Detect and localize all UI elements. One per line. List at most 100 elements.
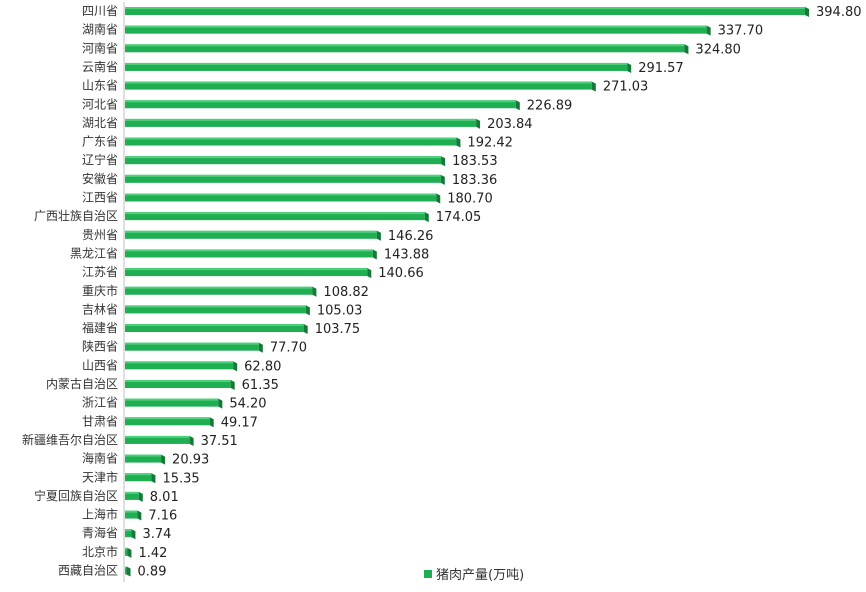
bar-end-face [441, 156, 446, 167]
bar-top-face [125, 44, 685, 47]
value-label: 1.42 [138, 546, 167, 561]
bar-top-face [125, 156, 442, 159]
bar [125, 361, 234, 370]
legend-swatch [424, 569, 432, 578]
bar [125, 435, 190, 444]
value-label: 183.36 [452, 173, 498, 188]
category-label: 宁夏回族自治区 [34, 488, 118, 503]
bar-top-face [125, 435, 190, 438]
bar [125, 156, 442, 165]
category-label: 黑龙江省 [70, 246, 118, 260]
value-label: 3.74 [142, 527, 171, 542]
value-label: 7.16 [148, 509, 177, 524]
category-label: 吉林省 [82, 302, 118, 316]
bar-end-face [440, 174, 445, 185]
bar-end-face [591, 81, 596, 92]
value-label: 174.05 [436, 210, 482, 225]
bar-end-face [367, 268, 372, 279]
bar-end-face [258, 342, 263, 353]
category-label: 新疆维吾尔自治区 [22, 432, 118, 447]
value-label: 271.03 [603, 80, 649, 95]
bar-end-face [233, 361, 238, 372]
bar-top-face [125, 398, 219, 401]
value-label: 77.70 [270, 341, 307, 356]
category-label: 贵州省 [82, 228, 118, 242]
bar-end-face [138, 491, 143, 502]
category-label: 上海市 [82, 507, 118, 522]
bar-end-face [456, 137, 461, 148]
bar-end-face [189, 435, 194, 446]
value-label: 291.57 [638, 61, 684, 76]
bar [125, 305, 306, 314]
category-label: 内蒙古自治区 [46, 376, 118, 391]
bar-top-face [125, 529, 132, 532]
value-label: 0.89 [138, 565, 167, 580]
bar [125, 547, 128, 556]
bar-end-face [372, 249, 377, 260]
bar-end-face [127, 547, 132, 558]
category-label: 青海省 [82, 525, 118, 540]
bar [125, 7, 805, 15]
bar [125, 454, 162, 463]
category-label: 陕西省 [82, 339, 118, 354]
category-label: 北京市 [82, 544, 118, 559]
bar-top-face [125, 137, 457, 140]
bar-top-face [125, 212, 425, 215]
bar-end-face [627, 62, 632, 73]
bar [125, 81, 592, 90]
value-label: 62.80 [244, 359, 281, 374]
bar-top-face [125, 25, 707, 28]
bar-top-face [125, 100, 516, 103]
bar [125, 566, 127, 575]
value-label: 140.66 [378, 266, 424, 281]
bar [125, 100, 516, 109]
bar-top-face [125, 473, 152, 476]
bar [125, 137, 457, 146]
category-label: 湖南省 [82, 22, 118, 37]
bar-end-face [161, 454, 166, 465]
bar-end-face [137, 510, 142, 521]
value-label: 54.20 [229, 397, 266, 412]
value-label: 226.89 [527, 98, 573, 113]
legend: 猪肉产量(万吨) [424, 564, 524, 583]
category-label: 安徽省 [82, 171, 118, 186]
bar-end-face [131, 529, 136, 540]
bar-top-face [125, 174, 441, 177]
bar-end-face [218, 398, 223, 409]
bar [125, 473, 152, 482]
value-label: 394.80 [816, 5, 862, 20]
bar [125, 398, 219, 407]
bar-end-face [424, 212, 429, 223]
bar-top-face [125, 417, 210, 420]
bar-end-face [303, 324, 308, 335]
bar-top-face [125, 81, 592, 84]
value-label: 15.35 [162, 471, 199, 486]
bar-top-face [125, 286, 313, 289]
value-label: 324.80 [695, 42, 741, 57]
bar [125, 230, 377, 239]
bar-top-face [125, 305, 306, 308]
bar [125, 212, 425, 221]
bar-end-face [209, 417, 214, 428]
bar-top-face [125, 547, 128, 550]
bar [125, 417, 210, 426]
value-label: 180.70 [447, 192, 493, 207]
legend-label: 猪肉产量(万吨) [436, 568, 525, 583]
value-label: 103.75 [315, 322, 361, 337]
value-label: 20.93 [172, 453, 209, 468]
bar-end-face [684, 44, 689, 55]
bar [125, 268, 368, 277]
category-label: 天津市 [82, 469, 118, 484]
category-label: 山西省 [82, 358, 118, 372]
bar [125, 62, 628, 71]
bar [125, 510, 138, 519]
category-label: 湖北省 [82, 115, 118, 130]
value-label: 203.84 [487, 117, 532, 132]
category-label: 广西壮族自治区 [34, 209, 118, 223]
bar [125, 286, 313, 295]
bar-top-face [125, 454, 162, 457]
bar-top-face [125, 510, 138, 513]
bar-end-face [305, 305, 310, 316]
bar-top-face [125, 193, 437, 196]
bar [125, 380, 231, 388]
